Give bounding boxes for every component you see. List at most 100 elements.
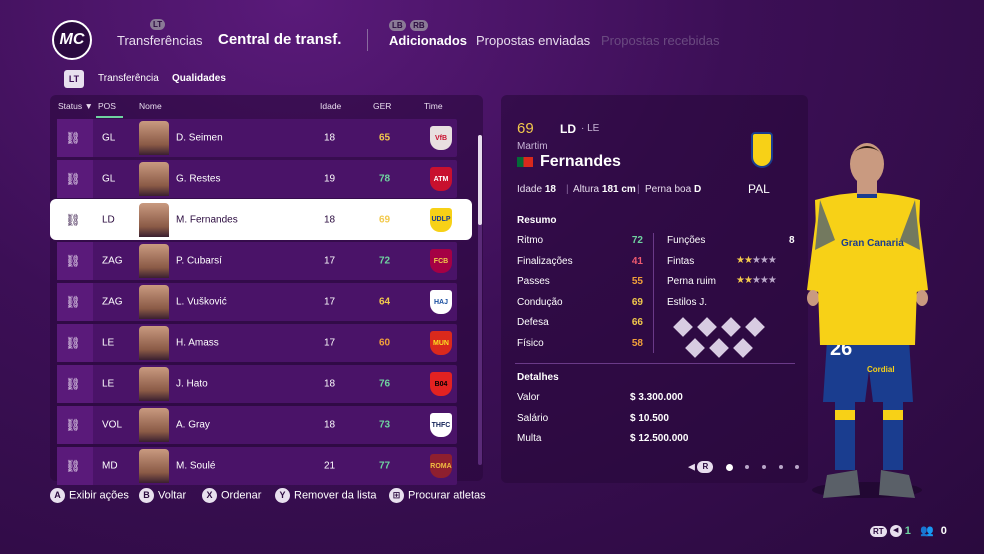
row-age: 18: [324, 419, 336, 431]
controller-button-icon: A: [50, 488, 65, 503]
row-rating: 76: [379, 378, 391, 390]
subnav-qualidades[interactable]: Qualidades: [172, 73, 226, 84]
row-age: 18: [324, 132, 336, 144]
row-age: 17: [324, 255, 336, 267]
info-separator-2: |: [637, 184, 640, 195]
row-rating: 65: [379, 132, 391, 144]
skill-moves-label: Fintas: [667, 256, 695, 267]
status-cell: ⛓: [57, 447, 93, 485]
row-position: VOL: [102, 419, 123, 431]
page-dot-active: [725, 463, 733, 471]
nav-transferencias[interactable]: Transferências: [117, 33, 203, 48]
row-name: D. Seimen: [176, 132, 223, 144]
player-detail-panel: 69 LD · LE Martim Fernandes Idade 18 | A…: [501, 95, 808, 483]
player-avatar: [139, 121, 169, 155]
scrollbar-track[interactable]: [478, 135, 482, 465]
footer-hint-4[interactable]: ⊞ Procurar atletas: [389, 488, 486, 503]
stats-divider: [653, 233, 654, 353]
player-avatar: [139, 202, 169, 237]
footer-hint-3[interactable]: Y Remover da lista: [275, 488, 377, 503]
col-pos[interactable]: POS: [98, 101, 116, 111]
functions-label: Funções: [667, 235, 706, 246]
status-cell: ⛓: [57, 119, 93, 157]
binoculars-icon: ⛓: [65, 459, 81, 473]
row-position: LE: [102, 378, 115, 390]
row-rating: 69: [379, 214, 391, 225]
scrollbar-thumb[interactable]: [478, 135, 482, 225]
col-status[interactable]: Status ▼: [58, 101, 93, 111]
row-name: H. Amass: [176, 337, 219, 349]
col-ger[interactable]: GER: [373, 101, 392, 111]
nav-central-de-transf[interactable]: Central de transf.: [218, 31, 342, 48]
tab-propostas-recebidas[interactable]: Propostas recebidas: [601, 33, 720, 48]
binoculars-icon: ⛓: [65, 377, 81, 391]
count-2: 0: [940, 525, 947, 537]
controller-button-icon: B: [139, 488, 154, 503]
status-cell: ⛓: [57, 365, 93, 403]
detail-alt-position: · LE: [581, 123, 600, 134]
table-row[interactable]: ⛓ ZAG L. Vušković 17 64 HAJ: [57, 283, 457, 321]
col-nome[interactable]: Nome: [139, 101, 162, 111]
stat-label: Ritmo: [517, 235, 544, 246]
table-row[interactable]: ⛓ MD M. Soulé 21 77 ROMA: [57, 447, 457, 485]
row-age: 21: [324, 460, 336, 472]
table-row[interactable]: ⛓ VOL A. Gray 18 73 THFC: [57, 406, 457, 444]
table-row[interactable]: ⛓ GL G. Restes 19 78 ATM: [57, 160, 457, 198]
styles-label: Estilos J.: [667, 297, 708, 308]
stat-value: 41: [631, 255, 643, 267]
col-time[interactable]: Time: [424, 101, 443, 111]
table-row[interactable]: ⛓ ZAG P. Cubarsí 17 72 FCB: [57, 242, 457, 280]
row-name: A. Gray: [176, 419, 210, 431]
stat-value: 69: [631, 296, 643, 308]
stat-value: 55: [631, 276, 643, 288]
col-idade[interactable]: Idade: [320, 101, 342, 111]
binoculars-icon: ⛓: [65, 131, 81, 145]
player-model-image: 26 Cordial Gran Canaria: [807, 143, 928, 498]
overall-rating: 69: [517, 120, 534, 137]
row-name: G. Restes: [176, 173, 221, 185]
player-avatar: [139, 326, 169, 360]
row-name: M. Soulé: [176, 460, 216, 472]
table-row[interactable]: ⛓ GL D. Seimen 18 65 VfB: [57, 119, 457, 157]
footer-hint-label: Voltar: [158, 489, 187, 502]
subnav-transferencia[interactable]: Transferência: [98, 73, 159, 84]
row-name: P. Cubarsí: [176, 255, 222, 267]
count-1: 1: [904, 525, 911, 537]
lt-filter-icon[interactable]: LT: [64, 70, 84, 88]
controller-button-icon: ⊞: [389, 488, 404, 503]
playstyle-slot-icon: [721, 317, 741, 337]
status-cell: ⛓: [57, 324, 93, 362]
footer-hint-1[interactable]: B Voltar: [139, 488, 186, 503]
lb-rb-hint: LB RB: [389, 15, 428, 33]
footer-hint-label: Remover da lista: [294, 489, 377, 502]
binoculars-icon: ⛓: [65, 254, 81, 268]
player-avatar: [139, 285, 169, 319]
row-rating: 72: [379, 255, 391, 267]
age-info: Idade 18: [517, 184, 556, 195]
page-indicator[interactable]: ◀ R: [688, 461, 800, 473]
table-row[interactable]: ⛓ LD M. Fernandes 18 69 UDLP: [50, 199, 472, 240]
playstyle-slot-icon: [745, 317, 765, 337]
club-crest-icon: HAJ: [430, 290, 452, 314]
row-rating: 78: [379, 173, 391, 185]
footer-hint-0[interactable]: A Exibir ações: [50, 488, 129, 503]
row-age: 17: [324, 296, 336, 308]
portugal-flag-icon: [517, 157, 533, 167]
tab-propostas-enviadas[interactable]: Propostas enviadas: [476, 33, 591, 48]
salary-amount: $ 10.500: [630, 413, 669, 424]
section-divider: [515, 363, 795, 364]
bottom-right-indicators: RT ◀ 1 👥 0: [870, 524, 947, 538]
details-title: Detalhes: [517, 372, 559, 383]
rb-hint: RB: [410, 20, 428, 31]
club-crest-icon: FCB: [430, 249, 452, 273]
tab-adicionados[interactable]: Adicionados: [389, 33, 468, 48]
row-age: 17: [324, 337, 336, 349]
salary-label: Salário: [517, 413, 549, 424]
binoculars-icon: ⛓: [65, 336, 81, 350]
table-row[interactable]: ⛓ LE J. Hato 18 76 B04: [57, 365, 457, 403]
footer-hint-2[interactable]: X Ordenar: [202, 488, 261, 503]
controller-button-icon: X: [202, 488, 217, 503]
table-row[interactable]: ⛓ LE H. Amass 17 60 MUN: [57, 324, 457, 362]
status-cell: ⛓: [57, 242, 93, 280]
stat-value: 66: [631, 317, 643, 329]
